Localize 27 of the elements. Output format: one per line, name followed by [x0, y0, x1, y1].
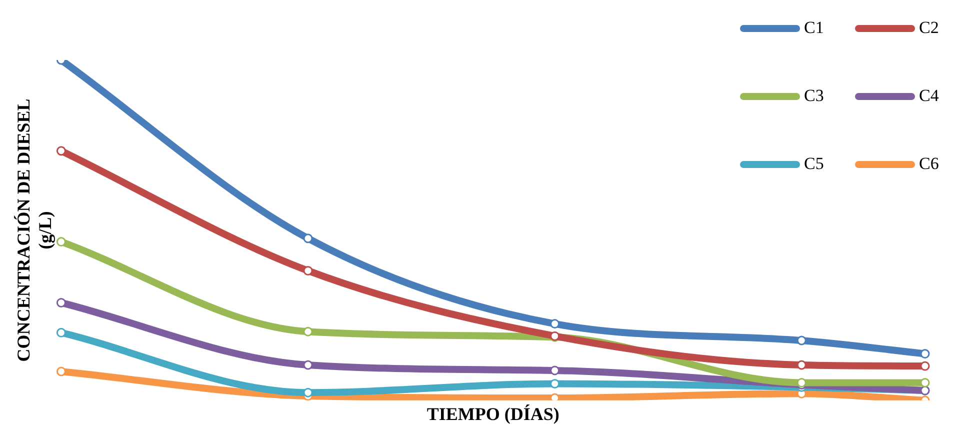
legend-label: C2: [919, 18, 939, 38]
point: [303, 326, 313, 336]
legend-label: C6: [919, 154, 939, 174]
point: [56, 366, 66, 376]
legend-label: C3: [804, 86, 824, 106]
point: [550, 393, 560, 400]
point: [550, 319, 560, 329]
point: [303, 266, 313, 276]
legend-label: C1: [804, 18, 824, 38]
point: [920, 361, 930, 371]
point: [550, 378, 560, 388]
point: [796, 336, 806, 346]
y-axis-title: CONCENTRACIÓN DE DIESEL (g/L): [13, 98, 56, 362]
point: [56, 298, 66, 308]
legend-label: C5: [804, 154, 824, 174]
point: [920, 378, 930, 388]
point: [303, 360, 313, 370]
point: [56, 146, 66, 156]
point: [303, 388, 313, 398]
point: [920, 349, 930, 359]
legend-label: C4: [919, 86, 939, 106]
point: [56, 237, 66, 247]
point: [56, 328, 66, 338]
x-axis-title: TIEMPO (DÍAS): [426, 404, 560, 424]
point: [550, 366, 560, 376]
point: [303, 234, 313, 244]
point: [796, 360, 806, 370]
